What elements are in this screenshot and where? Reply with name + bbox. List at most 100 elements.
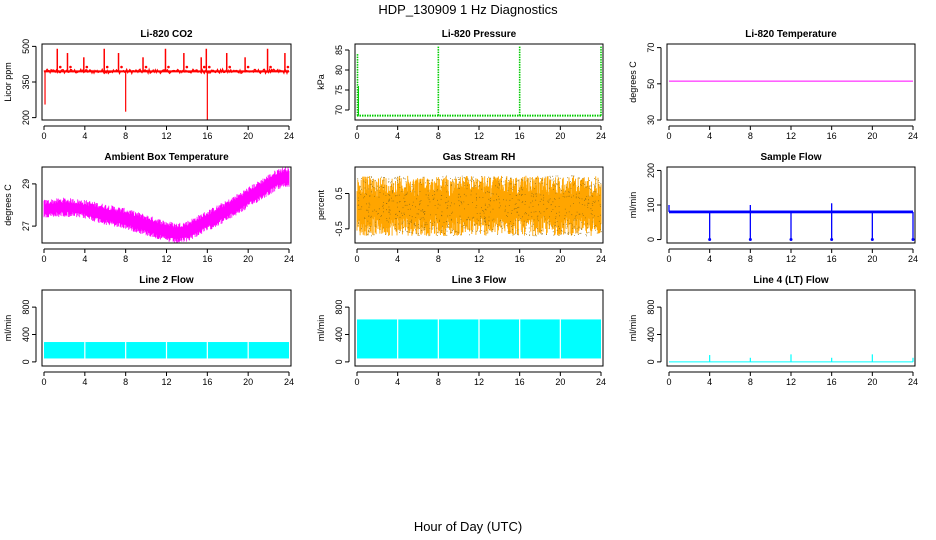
plot-frame <box>354 43 604 121</box>
x-tick-label: 20 <box>243 131 253 141</box>
data-point <box>167 65 170 69</box>
plot-frame <box>666 43 916 121</box>
data-point <box>120 65 123 69</box>
x-tick-label: 12 <box>786 377 796 387</box>
data-point <box>748 238 752 242</box>
data-point <box>144 65 148 69</box>
y-axis-label: ml/min <box>628 192 638 219</box>
y-tick-label: 70 <box>334 105 344 115</box>
x-tick-label: 16 <box>202 377 212 387</box>
plot-area <box>356 175 602 237</box>
y-tick-label: 80 <box>334 65 344 75</box>
x-tick-label: 24 <box>908 131 918 141</box>
y-tick-label: 50 <box>646 79 656 89</box>
y-tick-label: 0 <box>334 359 344 364</box>
x-tick-label: 8 <box>123 131 128 141</box>
x-tick-label: 24 <box>596 131 606 141</box>
plot-frame <box>354 289 604 367</box>
chart-title: Li-820 CO2 <box>140 29 193 40</box>
y-axis-label: degrees C <box>628 61 638 103</box>
data-point <box>208 65 211 69</box>
y-tick-label: 27 <box>21 221 31 231</box>
chart-panel-2: Li-820 Pressure 0 4 8 12 16 20 24 70 75 80 85 kPa <box>316 29 606 141</box>
x-tick-label: 20 <box>867 254 877 264</box>
data-point <box>286 65 290 69</box>
x-tick-label: 16 <box>827 131 837 141</box>
x-tick-label: 4 <box>395 254 400 264</box>
x-tick-label: 4 <box>707 254 712 264</box>
chart-title: Ambient Box Temperature <box>104 152 229 163</box>
x-tick-label: 0 <box>41 377 46 387</box>
x-tick-label: 0 <box>41 131 46 141</box>
x-tick-label: 0 <box>354 377 359 387</box>
x-tick-label: 4 <box>82 131 87 141</box>
x-tick-label: 20 <box>243 377 253 387</box>
x-tick-label: 12 <box>474 131 484 141</box>
y-tick-label: 350 <box>21 74 31 89</box>
x-tick-label: 12 <box>161 254 171 264</box>
chart-title: Li-820 Pressure <box>442 29 517 40</box>
plot-frame <box>354 166 604 244</box>
x-tick-label: 0 <box>354 131 359 141</box>
chart-panel-8: Line 3 Flow 0 4 8 12 16 20 24 0 400 800 ml/min <box>316 275 606 387</box>
plot-area <box>356 46 602 117</box>
x-tick-label: 4 <box>395 131 400 141</box>
plot-area <box>43 48 290 120</box>
y-tick-label: 500 <box>21 39 31 54</box>
x-tick-label: 8 <box>436 377 441 387</box>
x-tick-label: 4 <box>82 254 87 264</box>
x-tick-label: 16 <box>827 254 837 264</box>
y-axis-label: percent <box>316 189 326 220</box>
data-point <box>269 65 272 69</box>
y-axis-label: kPa <box>316 74 326 90</box>
chart-title: Li-820 Temperature <box>745 29 837 40</box>
data-point <box>911 238 915 242</box>
x-tick-label: 8 <box>436 131 441 141</box>
y-tick-label: 0.5 <box>334 187 344 200</box>
plot-frame <box>41 289 292 367</box>
x-tick-label: 16 <box>515 131 525 141</box>
x-tick-label: 20 <box>555 377 565 387</box>
x-tick-label: 12 <box>474 254 484 264</box>
x-tick-label: 4 <box>395 377 400 387</box>
chart-panel-7: Line 2 Flow 0 4 8 12 16 20 24 0 400 800 ml/min <box>3 275 294 387</box>
x-tick-label: 24 <box>596 254 606 264</box>
x-tick-label: 8 <box>436 254 441 264</box>
y-tick-label: 70 <box>646 43 656 53</box>
data-point <box>85 65 89 69</box>
figure-x-axis-label: Hour of Day (UTC) <box>414 519 522 534</box>
y-tick-label: 85 <box>334 45 344 55</box>
y-tick-label: 0 <box>646 237 656 242</box>
x-tick-label: 16 <box>515 254 525 264</box>
y-tick-label: 800 <box>21 300 31 315</box>
plot-frame <box>41 43 292 121</box>
y-axis-label: Licor ppm <box>3 62 13 102</box>
x-tick-label: 8 <box>748 254 753 264</box>
y-tick-label: 200 <box>646 163 656 178</box>
data-point <box>708 238 712 242</box>
x-tick-label: 12 <box>474 377 484 387</box>
y-tick-label: 100 <box>646 197 656 212</box>
x-tick-label: 16 <box>515 377 525 387</box>
x-tick-label: 8 <box>748 377 753 387</box>
plot-area <box>669 354 914 363</box>
x-tick-label: 24 <box>596 377 606 387</box>
y-tick-label: 800 <box>334 300 344 315</box>
series-noise <box>356 175 602 236</box>
y-axis-label: degrees C <box>3 184 13 226</box>
x-tick-label: 20 <box>555 254 565 264</box>
x-tick-label: 0 <box>41 254 46 264</box>
y-axis-label: ml/min <box>628 315 638 342</box>
chart-panel-3: Li-820 Temperature 0 4 8 12 16 20 24 30 50 70 degre… <box>628 29 918 141</box>
plot-frame <box>666 289 916 367</box>
y-axis-label: ml/min <box>316 315 326 342</box>
chart-title: Line 4 (LT) Flow <box>753 275 829 286</box>
x-tick-label: 8 <box>748 131 753 141</box>
chart-title: Line 3 Flow <box>452 275 507 286</box>
chart-title: Line 2 Flow <box>139 275 194 286</box>
x-tick-label: 8 <box>123 254 128 264</box>
series-noise <box>43 167 290 243</box>
plot-frame <box>41 166 292 244</box>
